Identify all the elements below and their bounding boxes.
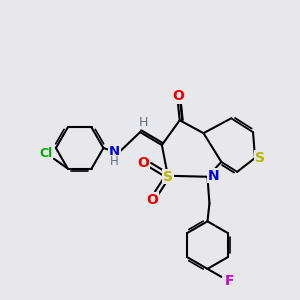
Text: S: S — [163, 170, 173, 184]
Text: N: N — [109, 146, 120, 158]
Text: Cl: Cl — [39, 147, 52, 160]
Text: H: H — [110, 155, 119, 168]
Text: O: O — [137, 156, 149, 170]
Text: S: S — [255, 151, 265, 165]
Text: N: N — [208, 169, 219, 183]
Text: F: F — [224, 274, 234, 288]
Text: O: O — [146, 193, 158, 206]
Text: O: O — [172, 89, 184, 103]
Text: H: H — [138, 116, 148, 129]
